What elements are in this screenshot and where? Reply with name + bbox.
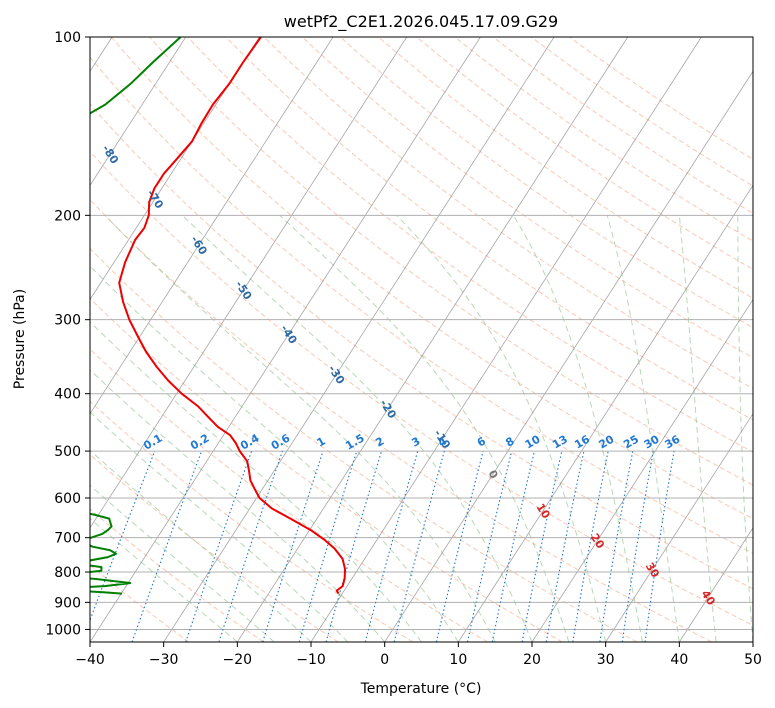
y-tick-label: 600 <box>54 491 81 507</box>
dry-adiabats <box>90 37 753 642</box>
x-tick-label: 0 <box>380 652 389 668</box>
y-tick-label: 800 <box>54 565 81 581</box>
moist-adiabat <box>104 214 496 642</box>
mixing-ratio-line <box>393 450 445 642</box>
dry-adiabat <box>110 37 753 520</box>
mixing-ratio-line <box>599 450 634 642</box>
dry-adiabat <box>492 37 753 214</box>
moist-adiabat <box>182 214 533 642</box>
isotherm <box>605 412 753 642</box>
y-axis: 100 200 300 400 500 600 700 800 900 1000 <box>45 30 90 638</box>
dry-adiabat <box>90 508 264 642</box>
mixing-ratio-line <box>644 451 675 642</box>
isotherm <box>163 37 555 642</box>
plot-frame <box>89 36 754 643</box>
x-axis-title: Temperature (°C) <box>360 681 482 697</box>
moist-adiabat <box>737 215 753 642</box>
moist-adiabat <box>279 214 570 642</box>
mixing-ratio-line <box>298 450 358 642</box>
dry-adiabat <box>90 297 563 642</box>
dry-adiabat <box>301 37 753 359</box>
isotherm <box>678 527 753 642</box>
moist-adiabat <box>90 369 386 642</box>
moist-adiabat <box>90 411 349 642</box>
y-tick-label: 300 <box>54 313 81 329</box>
dry-adiabat <box>340 37 753 329</box>
moist-adiabat <box>90 265 459 642</box>
moist-adiabat <box>606 215 680 642</box>
isotherm <box>531 298 753 642</box>
isotherm <box>310 37 702 642</box>
x-tick-label: 50 <box>744 652 762 668</box>
mixing-ratio-line <box>325 450 383 642</box>
moist-adiabat <box>678 215 717 642</box>
moist-adiabats <box>90 214 753 642</box>
mixing-ratio-line <box>262 450 324 642</box>
isotherm <box>457 184 753 642</box>
mixing-ratio-line <box>218 450 283 642</box>
profile-series <box>90 37 346 595</box>
dry-adiabat <box>90 150 753 626</box>
isotherm <box>90 37 481 642</box>
dry-adiabat <box>187 37 753 453</box>
dry-adiabat <box>90 198 712 642</box>
mixing-ratio-line <box>572 450 609 642</box>
y-tick-label: 400 <box>54 387 81 403</box>
isotherm <box>90 37 334 415</box>
mixing-ratio-line <box>491 450 535 642</box>
mixing-ratio-line <box>621 451 654 642</box>
x-tick-label: 20 <box>523 652 541 668</box>
plot-area: -100-90-80-70-60-50-40-30-20-10010203040… <box>90 37 753 642</box>
mixing-ratio-line <box>521 450 563 642</box>
dry-adiabat <box>225 37 753 421</box>
dry-adiabat <box>90 56 753 554</box>
y-tick-label: 700 <box>54 531 81 547</box>
moist-adiabat <box>90 321 422 642</box>
mixing-ratio-line <box>545 450 585 642</box>
mixing-ratio-line <box>185 450 253 642</box>
y-tick-label: 1000 <box>45 622 81 638</box>
mixing-ratio-line <box>466 450 513 642</box>
x-tick-label: 40 <box>670 652 688 668</box>
temperature-line <box>118 37 346 595</box>
dry-adiabat <box>416 37 753 270</box>
x-tick-label: −40 <box>75 652 105 668</box>
isotherm <box>384 70 753 642</box>
y-axis-title: Pressure (hPa) <box>12 289 28 389</box>
mixing-ratio-line <box>131 450 203 642</box>
x-axis: −40 −30 −20 −10 0 10 20 30 40 50 <box>75 642 762 668</box>
x-tick-label: −20 <box>223 652 253 668</box>
mixing-ratio-line <box>364 450 419 642</box>
x-tick-label: 10 <box>449 652 467 668</box>
y-tick-label: 200 <box>54 208 81 224</box>
isotherm <box>236 37 629 642</box>
y-tick-label: 900 <box>54 595 81 611</box>
chart-title: wetPf2_C2E1.2026.045.17.09.G29 <box>284 12 558 32</box>
mixing-ratio-lines <box>90 450 675 642</box>
x-tick-label: 30 <box>597 652 615 668</box>
isotherm <box>90 37 408 529</box>
dry-adiabat <box>263 37 753 390</box>
mixing-ratio-line <box>435 450 484 642</box>
x-tick-label: −10 <box>296 652 326 668</box>
y-tick-label: 500 <box>54 444 81 460</box>
dry-adiabat <box>530 37 753 187</box>
pressure-gridlines <box>90 37 753 630</box>
y-tick-label: 100 <box>54 30 81 46</box>
moist-adiabat <box>90 449 312 642</box>
dry-adiabat <box>90 247 638 642</box>
isotherm <box>90 37 187 187</box>
x-tick-label: −30 <box>149 652 179 668</box>
